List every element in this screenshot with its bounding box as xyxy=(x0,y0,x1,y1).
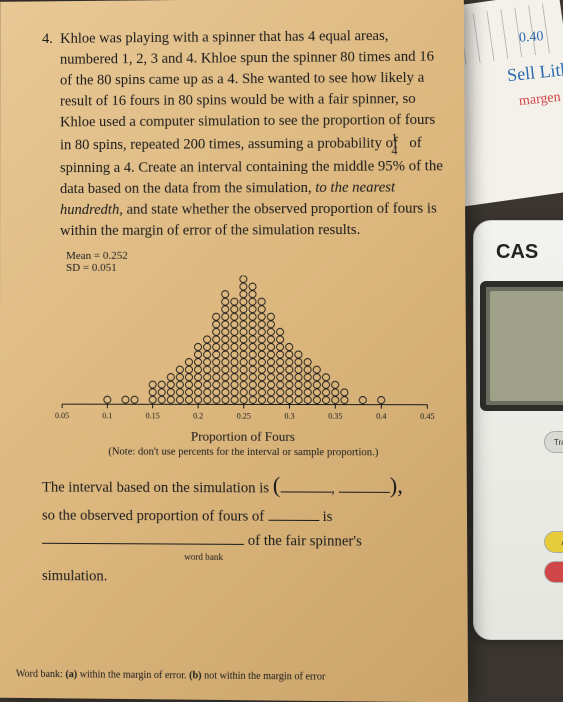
problem-pre: Khloe was playing with a spinner that ha… xyxy=(60,28,435,153)
svg-text:0.25: 0.25 xyxy=(237,412,251,421)
blank-interval-high[interactable] xyxy=(339,480,390,493)
svg-text:0.35: 0.35 xyxy=(328,412,342,421)
handwriting-value: 0.40 xyxy=(518,29,544,47)
fill-line2-b: is xyxy=(319,508,333,524)
calculator-screen xyxy=(480,281,563,411)
chart-note: (Note: don't use percents for the interv… xyxy=(42,446,446,458)
comma: , xyxy=(331,481,338,497)
fill-line3-b: of the fair spinner's xyxy=(244,533,362,550)
fill-line2-a: so the observed proportion of fours of xyxy=(42,507,268,524)
calculator-trace-button[interactable]: Trace xyxy=(544,431,563,453)
calculator-a-button[interactable]: A xyxy=(544,531,563,553)
paren-close: ), xyxy=(390,473,403,498)
mean-label: Mean = 0.252 xyxy=(66,249,445,262)
calculator: CAS Trace A xyxy=(473,220,563,640)
svg-text:0.15: 0.15 xyxy=(146,411,160,420)
blank-observed[interactable] xyxy=(268,507,319,520)
problem-text: 4. Khloe was playing with a spinner that… xyxy=(42,25,445,242)
calculator-screen-inner xyxy=(490,291,563,401)
worksheet-page: 4. Khloe was playing with a spinner that… xyxy=(0,0,468,702)
blank-wordbank[interactable] xyxy=(42,531,244,545)
svg-text:0.05: 0.05 xyxy=(55,411,69,420)
footer-a-text: within the margin of error. xyxy=(77,669,189,681)
footer-b-text: not within the margin of error xyxy=(202,670,326,682)
footer-a-bold: (a) xyxy=(65,669,77,680)
footer-b-bold: (b) xyxy=(189,670,201,681)
dotplot-chart: 0.05 0.1 0.15 0.2 0.25 0.3 0.35 0.4 0.45 xyxy=(52,275,438,427)
sd-label: SD = 0.051 xyxy=(66,261,445,274)
svg-text:0.3: 0.3 xyxy=(284,412,294,421)
svg-text:0.4: 0.4 xyxy=(376,412,386,421)
footer-pre: Word bank: xyxy=(16,669,66,681)
calculator-brand: CAS xyxy=(496,241,538,264)
footer-wordbank: Word bank: (a) within the margin of erro… xyxy=(16,669,326,683)
paren-open: ( xyxy=(273,472,281,497)
chart-xlabel: Proportion of Fours xyxy=(42,428,446,445)
wordbank-label: word bank xyxy=(102,549,305,566)
question-number: 4. xyxy=(42,31,53,47)
svg-text:0.45: 0.45 xyxy=(420,412,434,421)
dotplot-svg: 0.05 0.1 0.15 0.2 0.25 0.3 0.35 0.4 0.45 xyxy=(52,275,438,427)
fill-line1-a: The interval based on the simulation is xyxy=(42,480,273,497)
fill-line4: simulation. xyxy=(42,568,107,585)
fill-in-section: The interval based on the simulation is … xyxy=(42,465,447,591)
svg-text:0.2: 0.2 xyxy=(193,412,203,421)
blank-interval-low[interactable] xyxy=(280,479,331,492)
stats-block: Mean = 0.252 SD = 0.051 xyxy=(66,249,445,274)
svg-text:0.1: 0.1 xyxy=(102,411,112,420)
calculator-b-button[interactable] xyxy=(544,561,563,583)
